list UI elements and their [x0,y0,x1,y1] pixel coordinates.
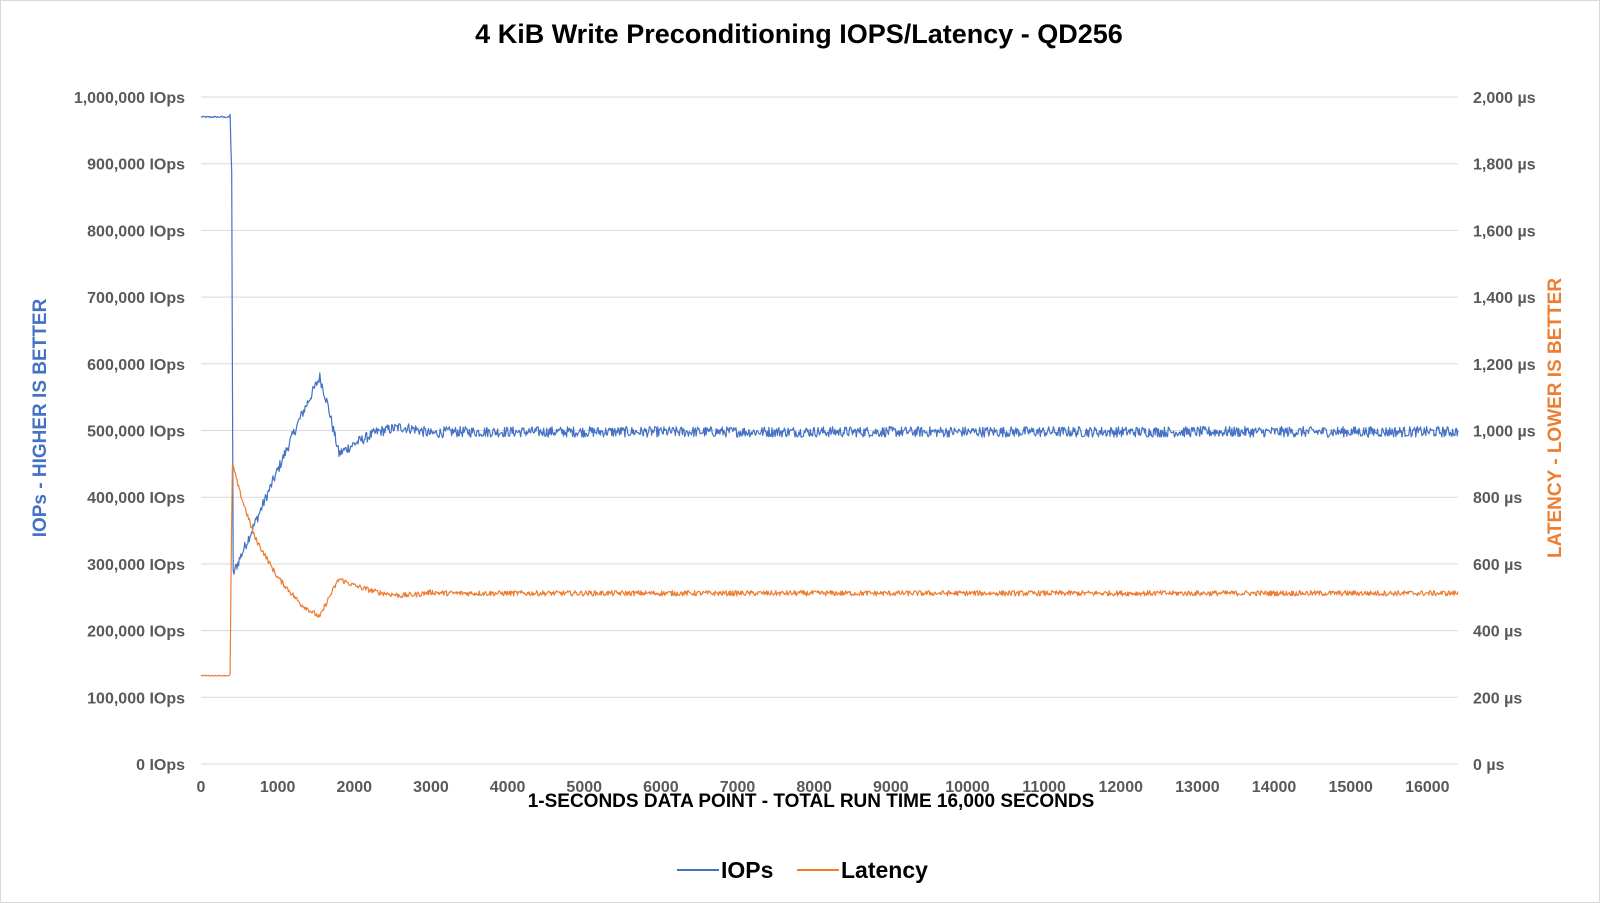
x-tick-label: 5000 [566,779,602,796]
right-tick-label: 1,000 µs [1473,424,1536,441]
y-axis-label-left: IOPs - HIGHER IS BETTER [30,298,51,537]
left-tick-label: 900,000 IOps [87,157,185,174]
left-tick-label: 800,000 IOps [87,223,185,240]
right-tick-label: 600 µs [1473,557,1522,574]
x-tick-label: 0 [197,779,206,796]
right-tick-label: 800 µs [1473,490,1522,507]
right-tick-label: 2,000 µs [1473,90,1536,107]
x-tick-label: 13000 [1175,779,1220,796]
right-tick-label: 0 µs [1473,757,1505,774]
left-tick-label: 600,000 IOps [87,357,185,374]
x-tick-label: 4000 [490,779,526,796]
x-tick-label: 2000 [336,779,372,796]
right-axis-ticks: 0 µs 200 µs 400 µs 600 µs 800 µs 1,000 µs 1,20… [1473,90,1536,774]
legend-label-iops: IOPs [721,857,773,883]
legend: IOPs Latency [677,857,928,883]
right-tick-label: 1,800 µs [1473,157,1536,174]
left-tick-label: 700,000 IOps [87,290,185,307]
x-tick-label: 16000 [1405,779,1450,796]
left-tick-label: 300,000 IOps [87,557,185,574]
left-axis-ticks: 0 IOps 100,000 IOps 200,000 IOps 300,000 IO… [74,90,185,774]
x-axis-ticks: 0 1000 2000 3000 4000 5000 6000 7000 8000 9000 100… [197,779,1450,796]
x-tick-label: 9000 [873,779,909,796]
x-tick-label: 12000 [1099,779,1144,796]
legend-label-latency: Latency [841,857,928,883]
x-tick-label: 15000 [1328,779,1373,796]
right-tick-label: 1,200 µs [1473,357,1536,374]
left-tick-label: 1,000,000 IOps [74,90,185,107]
x-tick-label: 6000 [643,779,679,796]
left-tick-label: 400,000 IOps [87,490,185,507]
left-tick-label: 100,000 IOps [87,690,185,707]
x-tick-label: 1000 [260,779,296,796]
right-tick-label: 400 µs [1473,624,1522,641]
right-tick-label: 1,600 µs [1473,223,1536,240]
x-axis-label: 1-SECONDS DATA POINT - TOTAL RUN TIME 16… [528,791,1095,812]
x-tick-label: 8000 [796,779,832,796]
left-tick-label: 200,000 IOps [87,624,185,641]
x-tick-label: 3000 [413,779,449,796]
left-tick-label: 0 IOps [136,757,185,774]
x-tick-label: 11000 [1022,779,1066,796]
left-tick-label: 500,000 IOps [87,424,185,441]
chart-title: 4 KiB Write Preconditioning IOPS/Latency… [475,19,1123,49]
x-tick-label: 14000 [1252,779,1297,796]
series-line-iops [200,113,1459,575]
series-line-latency [200,464,1459,677]
x-tick-label: 7000 [720,779,756,796]
right-tick-label: 200 µs [1473,690,1522,707]
right-tick-label: 1,400 µs [1473,290,1536,307]
series-layer [200,113,1459,677]
x-tick-label: 10000 [945,779,990,796]
y-axis-label-right: LATENCY - LOWER IS BETTER [1545,278,1566,558]
